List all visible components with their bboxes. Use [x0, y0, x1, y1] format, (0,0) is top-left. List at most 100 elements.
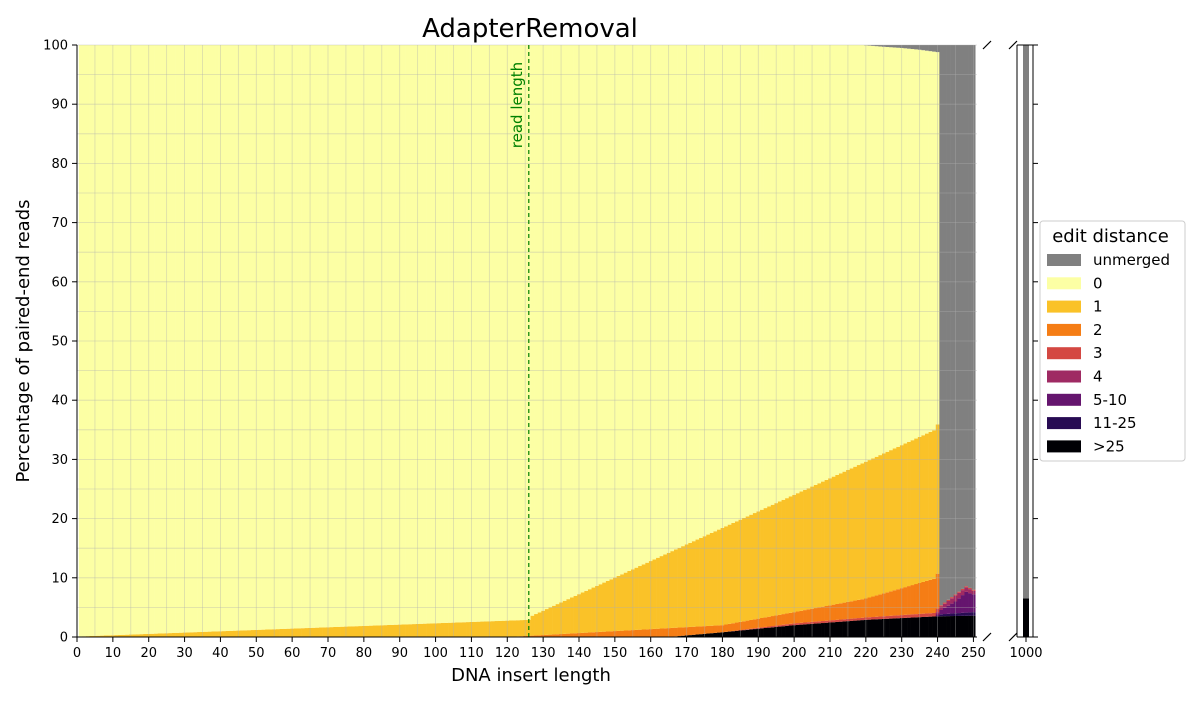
bar-ed2: [760, 618, 764, 627]
bar-ed1: [929, 432, 933, 580]
bar-gt25: [943, 616, 947, 637]
bar-ed3: [800, 623, 804, 625]
bar-ed0: [427, 45, 431, 624]
bar-ed2: [599, 632, 603, 637]
bar-ed1: [283, 629, 287, 637]
bar-ed0: [907, 49, 911, 442]
bar-ed0: [333, 45, 337, 627]
bar-ed3: [771, 626, 775, 627]
bar-ed0: [240, 45, 244, 630]
x-tick-label: 180: [710, 646, 735, 661]
bar-ed1: [681, 546, 685, 627]
bar-ed3: [896, 615, 900, 618]
bar-ed0: [161, 45, 165, 633]
bar-ed3: [803, 622, 807, 624]
bar-ed0: [265, 45, 269, 630]
bar-ed0: [419, 45, 423, 624]
bar-ed2: [670, 628, 674, 637]
bar-unmerged: [929, 45, 933, 51]
bar-unmerged: [896, 45, 900, 48]
bar-ed1: [179, 633, 183, 637]
bar-ed1: [753, 513, 757, 619]
bar-ed0: [168, 45, 172, 633]
bar-ed2: [749, 620, 753, 629]
bar-ed4: [968, 589, 972, 593]
bar-ed1: [491, 621, 495, 637]
bar-ed0: [796, 45, 800, 493]
bar-ed3: [903, 615, 907, 618]
bar-ed1: [233, 631, 237, 637]
bar-ed0: [911, 49, 915, 440]
bar-ed11-25: [961, 613, 965, 616]
bar-unmerged: [961, 45, 965, 589]
bar-ed0: [688, 45, 692, 543]
bar-ed0: [197, 45, 201, 632]
bar-ed1: [627, 571, 631, 630]
bar-ed0: [821, 45, 825, 482]
bar-ed2: [925, 581, 929, 614]
bar-ed0: [868, 46, 872, 460]
bar-ed2: [699, 626, 703, 634]
bar-ed3: [943, 603, 947, 604]
bar-gt25: [778, 627, 782, 637]
bar-ed2: [674, 628, 678, 637]
bar-ed3: [850, 619, 854, 621]
bar-ed1: [369, 626, 373, 637]
bar-ed0: [678, 45, 682, 548]
bar-ed1: [538, 612, 542, 635]
bar-ed1: [208, 632, 212, 637]
bar-ed2: [724, 625, 728, 632]
x-tick-label: 210: [818, 646, 843, 661]
bar-gt25: [932, 616, 936, 637]
legend-label: 4: [1093, 368, 1103, 386]
bar-ed0: [566, 45, 570, 599]
bar-ed1: [222, 631, 226, 637]
bar-ed1: [663, 554, 667, 628]
bar-ed0: [376, 45, 380, 625]
bar-ed0: [878, 46, 882, 455]
bar-ed1: [333, 627, 337, 637]
bar-unmerged: [911, 45, 915, 49]
bar-ed3: [767, 626, 771, 627]
x-tick-label: 30: [176, 646, 193, 661]
bar-ed1: [531, 616, 535, 636]
x-tick-label: 120: [495, 646, 520, 661]
bar-ed1: [509, 620, 513, 636]
bar-ed0: [369, 45, 373, 626]
bar-ed3: [753, 628, 757, 629]
bar-ed1: [154, 634, 158, 637]
bar-gt25: [911, 618, 915, 637]
bar-ed0: [480, 45, 484, 622]
bar-ed3: [893, 616, 897, 619]
bar-ed1: [448, 623, 452, 637]
legend-label: 5-10: [1093, 391, 1127, 409]
bar-ed0: [656, 45, 660, 558]
bar-ed0: [839, 45, 843, 473]
bar-ed0: [674, 45, 678, 549]
bar-ed2: [796, 611, 800, 623]
bar-ed2: [896, 589, 900, 615]
bar-gt25: [814, 624, 818, 637]
bar-ed2: [609, 631, 613, 637]
bar-ed0: [584, 45, 588, 591]
bar-ed3: [778, 625, 782, 626]
bar-ed1: [186, 632, 190, 637]
bar-ed1: [247, 630, 251, 637]
bar-ed5-10: [968, 593, 972, 612]
bar-ed0: [244, 45, 248, 630]
legend-swatch: [1047, 417, 1081, 429]
bar-ed2: [932, 579, 936, 613]
bar-ed1: [645, 563, 649, 630]
x-tick-label: 130: [531, 646, 556, 661]
bar-ed1: [337, 627, 341, 637]
bar-ed1: [498, 621, 502, 637]
bar-gt25: [742, 630, 746, 637]
bar-ed0: [423, 45, 427, 624]
bar-ed1: [172, 633, 176, 637]
bar-ed1: [215, 631, 219, 637]
bar-ed1: [652, 559, 656, 629]
bar-ed4: [964, 587, 968, 591]
bar-ed3: [746, 629, 750, 630]
bar-ed2: [645, 629, 649, 637]
bar-ed0: [609, 45, 613, 579]
